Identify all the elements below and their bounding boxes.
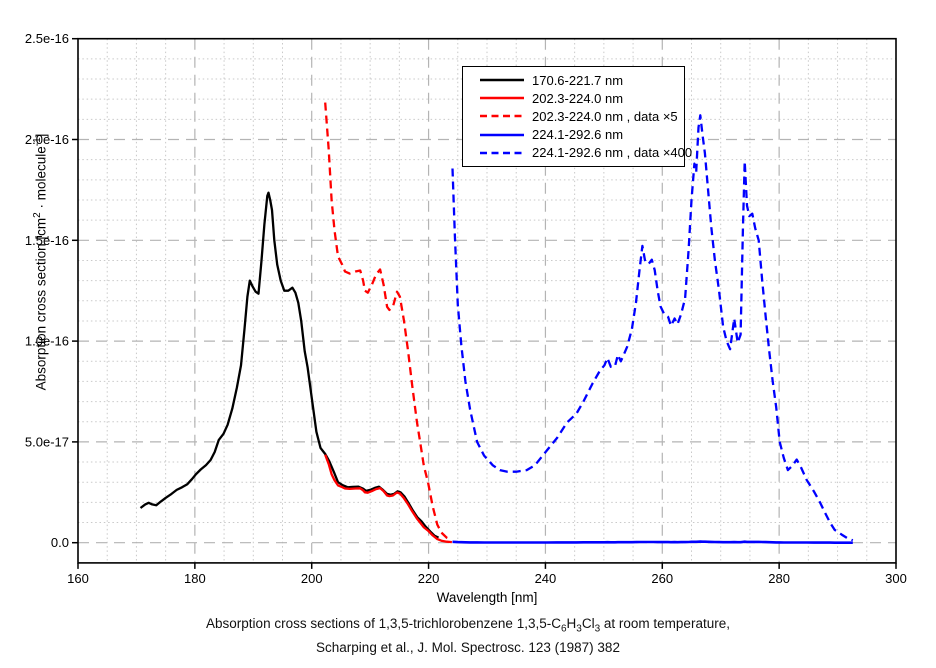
y-tick-label: 2.0e-16 [25,132,69,147]
legend-item: 202.3-224.0 nm , data ×5 [479,108,684,125]
legend-item-label: 170.6-221.7 nm [532,72,624,88]
y-tick-label: 0.0 [51,535,69,550]
x-tick-label: 160 [67,571,89,586]
legend-item-label: 224.1-292.6 nm [532,127,624,143]
y-tick-label: 1.0e-16 [25,334,69,349]
legend-line-sample [480,115,524,118]
x-tick-label: 260 [651,571,673,586]
x-tick-label: 280 [768,571,790,586]
x-tick-label: 200 [301,571,323,586]
figure-caption-line1: Absorption cross sections of 1,3,5-trich… [206,616,730,635]
legend-item: 224.1-292.6 nm [479,126,684,143]
legend-line-sample [480,151,524,155]
figure-caption-line2: Scharping et al., J. Mol. Spectrosc. 123… [316,640,620,655]
legend-item: 202.3-224.0 nm [479,90,684,107]
legend-line-sample [480,133,524,136]
x-tick-label: 220 [418,571,440,586]
x-tick-label: 300 [885,571,907,586]
series-line-4 [451,114,854,542]
legend-item-label: 224.1-292.6 nm , data ×400 [532,145,693,161]
legend-item-label: 202.3-224.0 nm [532,90,624,106]
series-line-2 [324,102,453,541]
x-tick-label: 180 [184,571,206,586]
y-tick-label: 5.0e-17 [25,434,69,449]
x-tick-label: 240 [535,571,557,586]
series-line-3 [452,540,853,544]
y-tick-label: 2.5e-16 [25,31,69,46]
legend-item-label: 202.3-224.0 nm , data ×5 [532,108,678,124]
legend: 170.6-221.7 nm 202.3-224.0 nm 202.3-224.… [462,66,692,167]
legend-item: 170.6-221.7 nm [479,72,684,89]
series-line-1 [324,454,452,544]
y-axis-label: Absorption cross section [cm2 · molecule… [31,133,49,391]
legend-line-sample [480,97,524,100]
legend-item: 224.1-292.6 nm , data ×400 [479,144,692,161]
plot-frame [77,37,897,564]
y-tick-label: 1.5e-16 [25,233,69,248]
legend-line-sample [480,78,524,82]
series-line-0 [139,191,440,539]
x-axis-label: Wavelength [nm] [436,590,538,605]
